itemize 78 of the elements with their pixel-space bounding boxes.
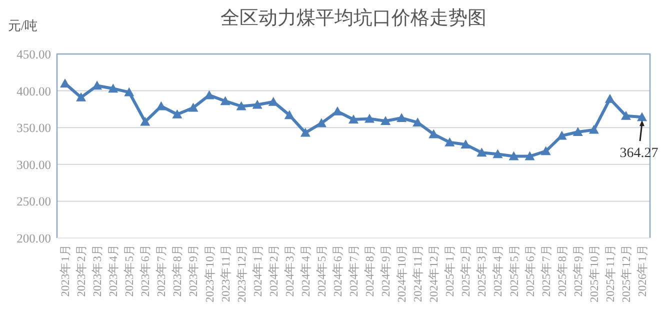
point [540,146,551,156]
point [476,148,487,157]
x-tick-label: 2023年2月 [75,244,88,297]
point [172,109,182,118]
point [428,129,439,138]
x-tick-label: 2023年7月 [155,244,168,297]
x-tick-label: 2023年3月 [91,244,104,297]
point [556,130,567,140]
point [300,128,310,137]
point [620,110,631,120]
x-tick-label: 2025年7月 [540,244,553,297]
y-tick-label: 350.00 [16,121,51,136]
y-axis-title: 元/吨 [8,18,38,33]
x-tick-label: 2023年4月 [107,244,120,297]
point [156,101,166,110]
x-tick-label: 2024年3月 [283,244,296,297]
x-tick-label: 2025年1月 [444,244,457,297]
x-tick-label: 2025年3月 [476,244,489,297]
point [460,140,471,149]
chart-title: 全区动力煤平均坑口价格走势图 [220,7,486,29]
y-tick-label: 250.00 [16,194,51,209]
x-tick-label: 2025年8月 [556,244,569,297]
y-tick-label: 450.00 [16,48,51,62]
point [124,87,134,96]
x-tick-label: 2023年9月 [187,244,200,297]
point [188,102,198,112]
x-tick-label: 2024年4月 [299,244,312,297]
x-tick-label: 2024年1月 [251,244,264,297]
point [284,110,294,120]
point [636,112,647,122]
x-tick-label: 2025年2月 [460,244,473,297]
x-tick-label: 2023年12月 [235,244,248,302]
x-tick-label: 2023年11月 [219,244,232,302]
x-tick-label: 2024年7月 [348,244,360,297]
x-tick-label: 2025年11月 [604,244,617,302]
point [268,96,278,106]
x-tick-label: 2023年1月 [59,244,72,297]
point [140,116,150,126]
point [252,100,262,109]
x-tick-label: 2025年12月 [620,244,633,302]
y-tick-label: 300.00 [16,158,51,172]
x-tick-label: 2025年9月 [572,244,585,297]
point [236,101,246,110]
point [508,151,519,160]
x-tick-label: 2025年6月 [524,244,537,297]
x-tick-label: 2026年1月 [636,244,649,297]
x-tick-label: 2024年12月 [428,244,441,302]
x-tick-label: 2024年5月 [315,244,328,297]
point [380,116,391,125]
point [396,113,407,122]
x-tick-label: 2023年6月 [139,244,152,297]
x-tick-label: 2024年9月 [380,244,393,297]
point [604,94,615,103]
x-tick-label: 2025年5月 [508,244,521,297]
x-tick-label: 2023年5月 [123,244,136,297]
point [572,127,583,136]
point [348,114,358,124]
point [588,124,599,134]
point [92,80,102,90]
point [492,149,503,158]
x-tick-label: 2024年10月 [396,244,409,302]
point [316,118,326,128]
x-tick-label: 2024年6月 [331,244,344,297]
x-tick-label: 2023年10月 [203,244,216,302]
point [364,114,375,123]
point [220,96,230,106]
point [76,92,86,102]
x-tick-label: 2023年8月 [171,244,184,297]
x-tick-label: 2024年2月 [267,244,280,297]
point [524,151,535,160]
point [108,84,118,93]
x-tick-label: 2025年10月 [588,244,601,302]
point [444,137,455,146]
y-tick-label: 400.00 [16,84,51,98]
x-tick-label: 2025年4月 [492,244,505,297]
x-tick-label: 2024年11月 [412,244,425,302]
x-tick-label: 2024年8月 [364,244,377,297]
y-tick-label: 200.00 [16,232,51,246]
